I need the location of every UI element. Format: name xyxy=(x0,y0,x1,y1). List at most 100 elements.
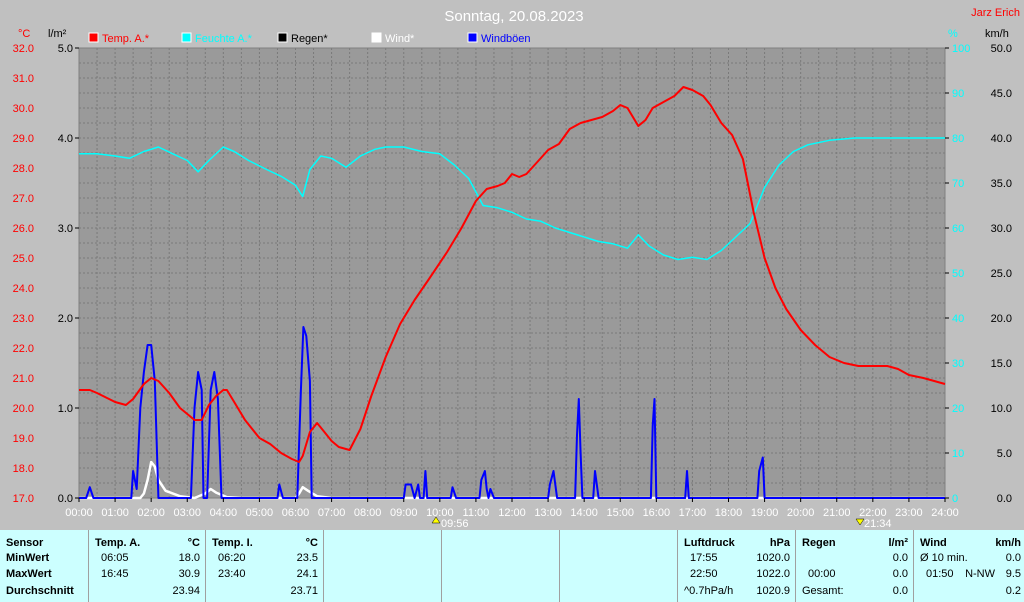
pressure-min-time: 17:55 xyxy=(690,552,718,564)
rain-unit: l/m² xyxy=(888,537,908,549)
rain-unit-label: l/m² xyxy=(48,28,67,40)
series-layer xyxy=(79,86,946,500)
legend-swatch-humidity xyxy=(181,32,192,43)
wind-tick-label: 40.0 xyxy=(991,133,1012,145)
temp-a-min-time: 06:05 xyxy=(101,552,129,564)
temp-i-max-time: 23:40 xyxy=(218,568,246,580)
empty-column-2 xyxy=(441,530,560,602)
humidity-tick-label: 10 xyxy=(952,448,964,460)
rain-tick-label: 0.0 xyxy=(58,493,73,505)
temp-tick-label: 24.0 xyxy=(13,283,34,295)
x-tick-label: 11:00 xyxy=(463,507,490,519)
rain-first: 0.0 xyxy=(892,552,908,564)
humidity-tick-label: 70 xyxy=(952,178,964,190)
legend: Temp. A.* Feuchte A.* Regen* Wind* Windb… xyxy=(88,32,531,45)
empty-column-1 xyxy=(323,530,442,602)
pressure-unit: hPa xyxy=(769,537,790,549)
pressure-max: 1022.0 xyxy=(756,568,790,580)
sensor-header: Sensor xyxy=(6,537,44,549)
temp-tick-label: 26.0 xyxy=(13,223,34,235)
x-tick-label: 17:00 xyxy=(679,507,707,519)
x-tick-label: 04:00 xyxy=(210,507,238,519)
temp-i-min-time: 06:20 xyxy=(218,552,246,564)
legend-swatch-rain xyxy=(277,32,288,43)
sunrise-marker: 09:56 xyxy=(431,516,469,530)
humidity-tick-label: 40 xyxy=(952,313,964,325)
humidity-tick-label: 0 xyxy=(952,493,958,505)
x-tick-label: 24:00 xyxy=(931,507,959,519)
x-tick-label: 16:00 xyxy=(643,507,671,519)
rain-total: 0.0 xyxy=(892,585,908,597)
wind-tick-label: 25.0 xyxy=(991,268,1012,280)
temp-a-column: Temp. A. °C 06:05 18.0 16:45 30.9 23.94 xyxy=(88,530,206,602)
wind-tick-label: 5.0 xyxy=(997,448,1012,460)
x-tick-label: 07:00 xyxy=(318,507,346,519)
wind-tick-label: 20.0 xyxy=(991,313,1012,325)
rain-total-label: Gesamt: xyxy=(802,585,844,597)
wind-avg-label: Ø 10 min. xyxy=(920,552,968,564)
temp-a-unit: °C xyxy=(187,537,200,549)
series-line-feuchte-a xyxy=(79,137,945,261)
series-line-temp-a xyxy=(79,86,946,463)
rain-tick-label: 2.0 xyxy=(58,313,73,325)
x-tick-label: 14:00 xyxy=(570,507,598,519)
legend-label-wind: Wind* xyxy=(385,33,415,45)
x-tick-label: 02:00 xyxy=(137,507,165,519)
chart-title: Sonntag, 20.08.2023 xyxy=(444,8,583,25)
x-tick-label: 18:00 xyxy=(715,507,743,519)
x-tick-label: 01:00 xyxy=(101,507,129,519)
temp-tick-label: 25.0 xyxy=(13,253,34,265)
humidity-tick-label: 50 xyxy=(952,268,964,280)
row-label-min: MinWert xyxy=(6,552,50,564)
temp-tick-label: 21.0 xyxy=(13,373,34,385)
x-tick-label: 12:00 xyxy=(498,507,526,519)
wind-unit: km/h xyxy=(995,537,1021,549)
series-line-windb-en xyxy=(79,326,945,499)
humidity-tick-label: 60 xyxy=(952,223,964,235)
wind-tick-label: 0.0 xyxy=(997,493,1012,505)
x-tick-label: 09:00 xyxy=(390,507,418,519)
wind-unit-label: km/h xyxy=(985,28,1009,40)
wind-tick-label: 35.0 xyxy=(991,178,1012,190)
sunset-marker: 21:34 xyxy=(855,518,892,530)
temp-a-header: Temp. A. xyxy=(95,537,141,549)
legend-label-humidity: Feuchte A.* xyxy=(195,33,253,45)
pressure-avg: 1020.9 xyxy=(756,585,790,597)
humidity-tick-label: 80 xyxy=(952,133,964,145)
temp-tick-label: 28.0 xyxy=(13,163,34,175)
temp-tick-label: 30.0 xyxy=(13,103,34,115)
humidity-tick-label: 20 xyxy=(952,403,964,415)
temp-tick-label: 20.0 xyxy=(13,403,34,415)
legend-swatch-temp xyxy=(88,32,99,43)
axes: 00:00 01:00 02:00 03:00 04:00 05:00 06:00 07:00… xyxy=(13,43,1012,519)
temp-tick-label: 17.0 xyxy=(13,493,34,505)
sunset-time: 21:34 xyxy=(864,518,892,530)
x-tick-label: 20:00 xyxy=(787,507,815,519)
wind-max-time: 01:50 xyxy=(926,568,954,580)
pressure-header: Luftdruck xyxy=(684,537,735,549)
temp-a-max: 30.9 xyxy=(178,568,200,580)
temp-i-column: Temp. I. °C 06:20 23.5 23:40 24.1 23.71 xyxy=(205,530,324,602)
temp-a-max-time: 16:45 xyxy=(101,568,129,580)
x-tick-label: 10:00 xyxy=(426,507,454,519)
wind-total: 0.2 xyxy=(1005,585,1021,597)
x-tick-label: 23:00 xyxy=(895,507,923,519)
pressure-column: Luftdruck hPa 17:55 1020.0 22:50 1022.0 … xyxy=(677,530,796,602)
empty-column-3 xyxy=(559,530,678,602)
rain-column: Regen l/m² 0.0 00:00 0.0 Gesamt: 0.0 xyxy=(795,530,914,602)
sunrise-time: 09:56 xyxy=(441,518,469,530)
rain-tick-label: 5.0 xyxy=(58,43,73,55)
x-tick-label: 08:00 xyxy=(354,507,382,519)
temp-a-min: 18.0 xyxy=(178,552,200,564)
brand-label: Jarz Erich xyxy=(971,7,1020,19)
legend-swatch-gusts xyxy=(467,32,478,43)
temp-tick-label: 18.0 xyxy=(13,463,34,475)
temp-i-header: Temp. I. xyxy=(212,537,253,549)
row-label-max: MaxWert xyxy=(6,568,52,580)
temp-tick-label: 31.0 xyxy=(13,73,34,85)
wind-header: Wind xyxy=(920,537,947,549)
rain-tick-label: 1.0 xyxy=(58,403,73,415)
temp-tick-label: 27.0 xyxy=(13,193,34,205)
wind-tick-label: 45.0 xyxy=(991,88,1012,100)
temp-tick-label: 19.0 xyxy=(13,433,34,445)
